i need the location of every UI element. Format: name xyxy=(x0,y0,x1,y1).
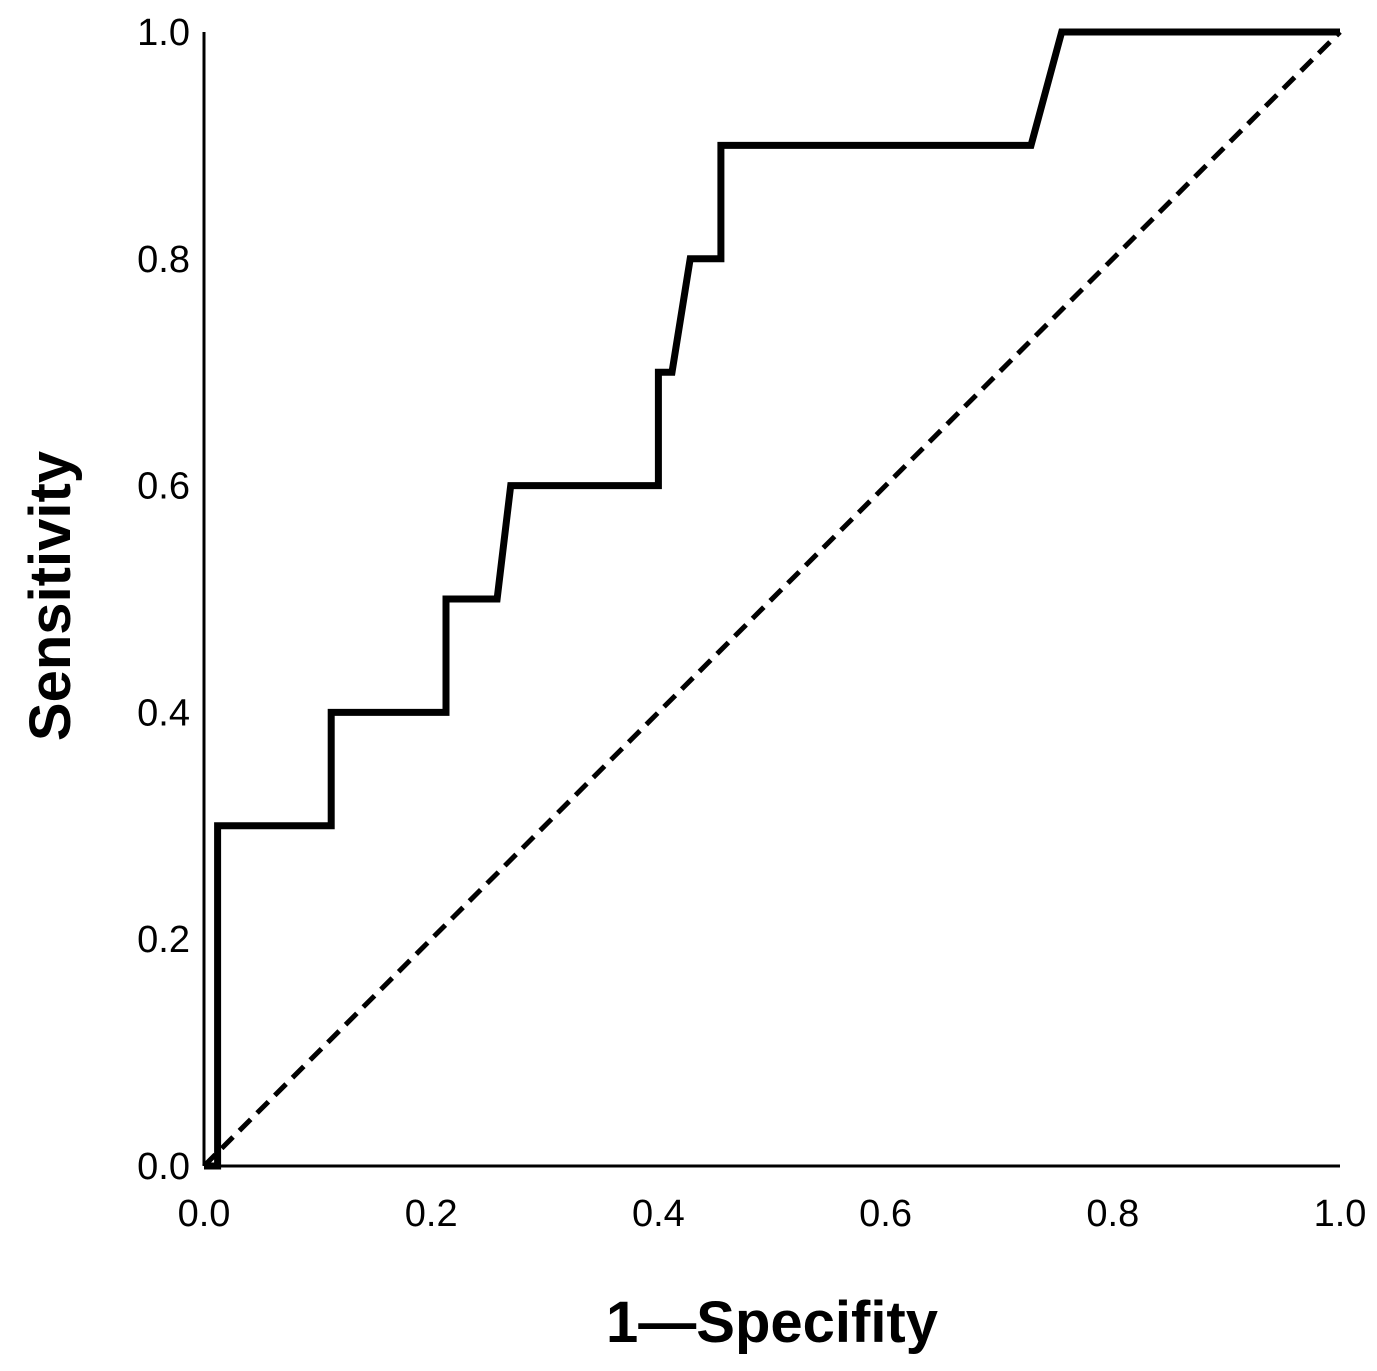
x-tick-label: 0.6 xyxy=(859,1193,912,1235)
x-tick-label: 0.0 xyxy=(178,1193,231,1235)
roc-curve-line xyxy=(204,28,1340,1170)
x-tick-label: 0.4 xyxy=(632,1193,685,1235)
y-tick-label: 1.0 xyxy=(137,12,190,54)
y-axis-title: Sensitivity xyxy=(18,451,83,741)
x-tick-label: 0.8 xyxy=(1086,1193,1139,1235)
x-tick-labels: 0.0 0.2 0.4 0.6 0.8 1.0 xyxy=(178,1193,1367,1235)
x-tick-label: 1.0 xyxy=(1314,1193,1367,1235)
y-tick-label: 0.2 xyxy=(137,919,190,961)
x-tick-label: 0.2 xyxy=(405,1193,458,1235)
reference-diagonal-line xyxy=(202,30,1342,1168)
x-axis-title: 1—Specifity xyxy=(606,1290,938,1355)
y-tick-label: 0.4 xyxy=(137,692,190,734)
y-tick-labels: 0.0 0.2 0.4 0.6 0.8 1.0 xyxy=(137,12,190,1188)
y-tick-label: 0.6 xyxy=(137,466,190,508)
series-layer xyxy=(202,28,1342,1170)
y-tick-label: 0.8 xyxy=(137,239,190,281)
y-tick-label: 0.0 xyxy=(137,1146,190,1188)
